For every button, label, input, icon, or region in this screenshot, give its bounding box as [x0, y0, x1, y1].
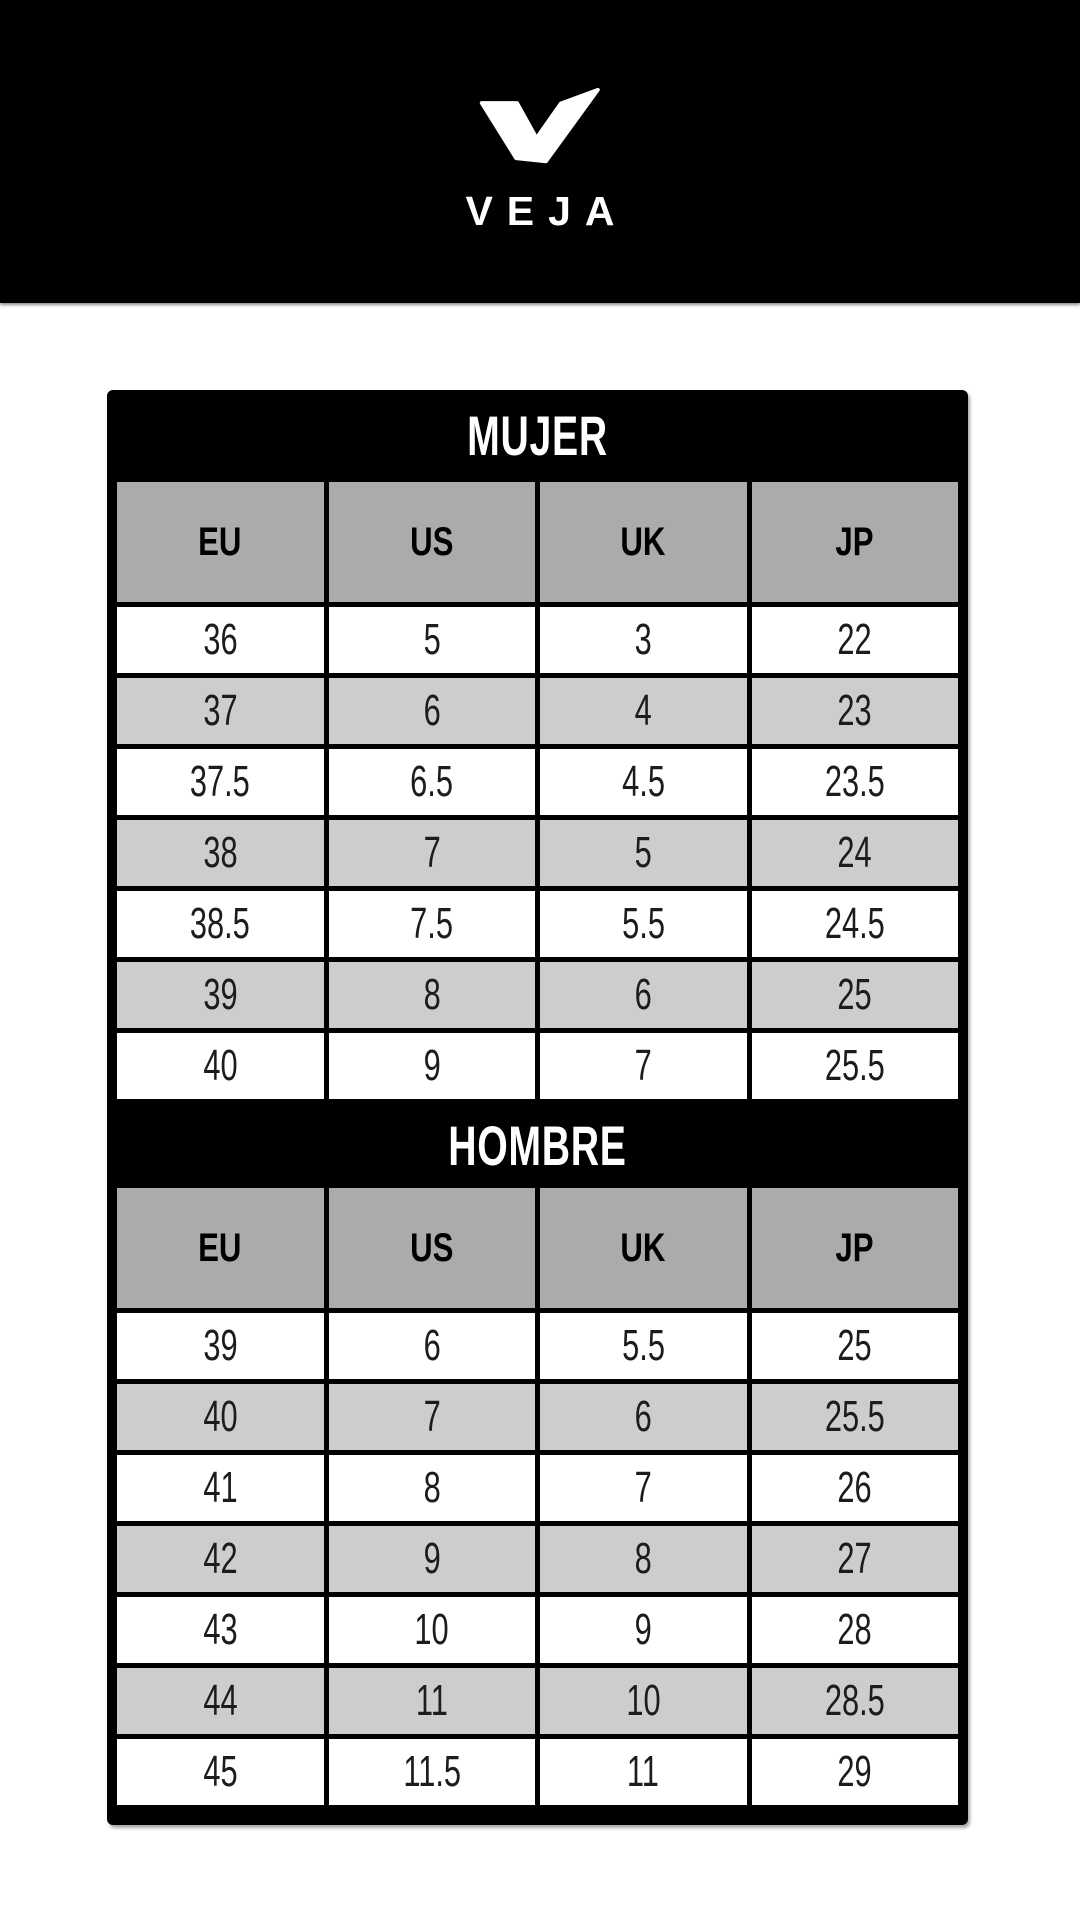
table-cell: 11.5	[328, 1739, 535, 1805]
table-cell: 25.5	[751, 1384, 958, 1450]
table-cell: 7	[328, 820, 535, 886]
column-header-cell: JP	[751, 482, 958, 602]
table-cell: 4.5	[540, 749, 747, 815]
table-cell: 6	[540, 962, 747, 1028]
table-title: HOMBRE	[448, 1114, 627, 1177]
table-title-band: MUJER	[117, 390, 958, 482]
column-header-cell: EU	[117, 482, 324, 602]
table-cell: 28.5	[751, 1668, 958, 1734]
table-cell: 5.5	[540, 891, 747, 957]
table-cell: 28	[751, 1597, 958, 1663]
table-cell: 39	[117, 962, 324, 1028]
table-title-band: HOMBRE	[117, 1104, 958, 1188]
table-cell: 25	[751, 1313, 958, 1379]
column-header-cell: US	[328, 1188, 535, 1308]
table-cell: 5.5	[540, 1313, 747, 1379]
table-cell: 39	[117, 1313, 324, 1379]
table-cell: 25	[751, 962, 958, 1028]
table-cell: 6	[540, 1384, 747, 1450]
table-cell: 8	[328, 962, 535, 1028]
table-cell: 7	[540, 1033, 747, 1099]
table-cell: 41	[117, 1455, 324, 1521]
table-cell: 6	[328, 1313, 535, 1379]
table-cell: 36	[117, 607, 324, 673]
table-cell: 27	[751, 1526, 958, 1592]
table-cell: 38	[117, 820, 324, 886]
table-cell: 38.5	[117, 891, 324, 957]
size-chart: MUJER EU US UK JP 36 5 3 22 37 6 4 23 37.5 6.5 4.5 23.5…	[107, 390, 968, 1825]
veja-wordmark: VEJA	[465, 188, 629, 234]
table-cell: 44	[117, 1668, 324, 1734]
app-header: VEJA	[0, 0, 1080, 303]
table-cell: 29	[751, 1739, 958, 1805]
table-cell: 37.5	[117, 749, 324, 815]
table-cell: 5	[540, 820, 747, 886]
table-cell: 7	[540, 1455, 747, 1521]
table-cell: 9	[328, 1526, 535, 1592]
table-cell: 23.5	[751, 749, 958, 815]
table-title: MUJER	[467, 404, 608, 467]
table-cell: 7	[328, 1384, 535, 1450]
column-header-cell: UK	[540, 1188, 747, 1308]
table-cell: 9	[540, 1597, 747, 1663]
size-table-women: MUJER EU US UK JP 36 5 3 22 37 6 4 23 37.5 6.5 4.5 23.5…	[117, 390, 958, 1099]
table-cell: 6	[328, 678, 535, 744]
table-cell: 22	[751, 607, 958, 673]
table-cell: 8	[328, 1455, 535, 1521]
table-cell: 3	[540, 607, 747, 673]
table-cell: 24.5	[751, 891, 958, 957]
table-cell: 25.5	[751, 1033, 958, 1099]
veja-logo-icon	[479, 87, 600, 164]
table-cell: 10	[328, 1597, 535, 1663]
table-cell: 24	[751, 820, 958, 886]
table-cell: 8	[540, 1526, 747, 1592]
table-cell: 9	[328, 1033, 535, 1099]
table-cell: 40	[117, 1033, 324, 1099]
table-cell: 40	[117, 1384, 324, 1450]
size-table-men: HOMBRE EU US UK JP 39 6 5.5 25 40 7 6 25.5 41 8 7 26 42 9…	[117, 1104, 958, 1805]
table-grid-men: EU US UK JP 39 6 5.5 25 40 7 6 25.5 41 8 7 26 42 9 8 27 43 10…	[117, 1188, 958, 1805]
table-cell: 26	[751, 1455, 958, 1521]
column-header-cell: US	[328, 482, 535, 602]
table-cell: 5	[328, 607, 535, 673]
column-header-cell: EU	[117, 1188, 324, 1308]
table-cell: 4	[540, 678, 747, 744]
column-header-cell: JP	[751, 1188, 958, 1308]
table-cell: 37	[117, 678, 324, 744]
table-cell: 45	[117, 1739, 324, 1805]
table-grid-women: EU US UK JP 36 5 3 22 37 6 4 23 37.5 6.5 4.5 23.5 38 7 5 24…	[117, 482, 958, 1099]
table-cell: 11	[328, 1668, 535, 1734]
table-cell: 7.5	[328, 891, 535, 957]
table-cell: 10	[540, 1668, 747, 1734]
column-header-cell: UK	[540, 482, 747, 602]
table-cell: 23	[751, 678, 958, 744]
table-cell: 43	[117, 1597, 324, 1663]
table-cell: 11	[540, 1739, 747, 1805]
table-cell: 42	[117, 1526, 324, 1592]
table-cell: 6.5	[328, 749, 535, 815]
